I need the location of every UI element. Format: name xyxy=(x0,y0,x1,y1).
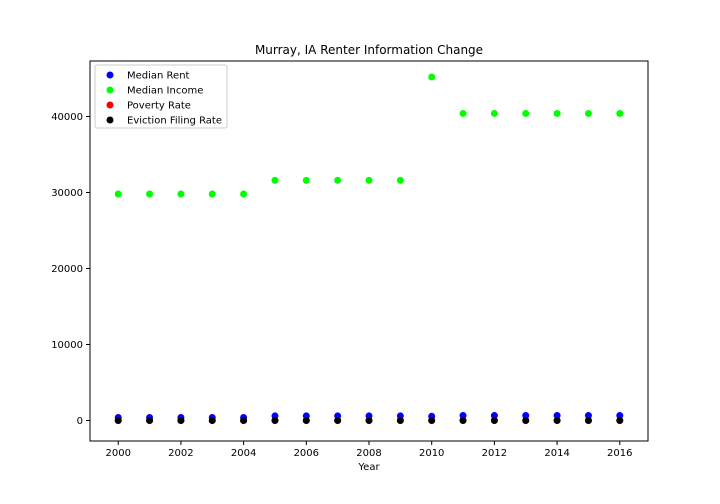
data-points xyxy=(114,73,624,424)
chart-title: Murray, IA Renter Information Change xyxy=(255,43,483,57)
data-point xyxy=(271,176,279,184)
data-point xyxy=(522,109,530,117)
legend: Median Rent Median Income Poverty Rate Evic… xyxy=(94,64,228,129)
data-point xyxy=(177,190,185,198)
data-point xyxy=(302,176,310,184)
legend-marker xyxy=(106,86,114,94)
data-point xyxy=(396,176,404,184)
data-point xyxy=(490,109,498,117)
data-point xyxy=(240,190,248,198)
data-point xyxy=(334,416,342,424)
data-point xyxy=(365,176,373,184)
data-point xyxy=(365,416,373,424)
data-point xyxy=(146,416,154,424)
data-point xyxy=(146,190,154,198)
x-tick-label: 2010 xyxy=(419,448,444,459)
data-point xyxy=(584,412,592,420)
series-1 xyxy=(114,73,624,198)
data-point xyxy=(616,109,624,117)
y-tick-label: 0 xyxy=(77,416,83,427)
data-point xyxy=(114,190,122,198)
legend-box xyxy=(94,64,228,129)
data-point xyxy=(302,416,310,424)
data-point xyxy=(522,416,530,424)
data-point xyxy=(271,416,279,424)
y-tick-label: 30000 xyxy=(51,188,83,199)
x-tick-label: 2004 xyxy=(231,448,256,459)
data-point xyxy=(114,416,122,424)
data-point xyxy=(459,109,467,117)
x-tick-label: 2014 xyxy=(544,448,569,459)
x-axis-label: Year xyxy=(357,462,380,473)
legend-label: Median Rent xyxy=(127,71,190,82)
data-point xyxy=(522,412,530,420)
y-tick-label: 10000 xyxy=(51,340,83,351)
data-point xyxy=(459,412,467,420)
y-tick-label: 40000 xyxy=(51,112,83,123)
data-point xyxy=(553,109,561,117)
data-point xyxy=(459,416,467,424)
x-tick-label: 2016 xyxy=(607,448,632,459)
data-point xyxy=(428,73,436,81)
data-point xyxy=(240,416,248,424)
data-point xyxy=(584,109,592,117)
data-point xyxy=(616,416,624,424)
y-tick-label: 20000 xyxy=(51,264,83,275)
y-axis-ticks: 0 10000 20000 30000 40000 xyxy=(51,112,90,427)
x-tick-label: 2000 xyxy=(105,448,130,459)
data-point xyxy=(616,412,624,420)
data-point xyxy=(428,416,436,424)
x-tick-label: 2002 xyxy=(168,448,193,459)
x-tick-label: 2008 xyxy=(356,448,381,459)
legend-marker xyxy=(106,71,114,79)
data-point xyxy=(208,416,216,424)
data-point xyxy=(553,416,561,424)
x-tick-label: 2006 xyxy=(294,448,319,459)
data-point xyxy=(553,412,561,420)
series-3 xyxy=(114,416,624,424)
legend-label: Median Income xyxy=(127,86,203,97)
data-point xyxy=(177,416,185,424)
x-tick-label: 2012 xyxy=(482,448,507,459)
legend-label: Poverty Rate xyxy=(127,101,191,112)
legend-marker xyxy=(106,116,114,124)
data-point xyxy=(490,412,498,420)
legend-label: Eviction Filing Rate xyxy=(127,116,222,127)
data-point xyxy=(584,416,592,424)
data-point xyxy=(490,416,498,424)
plot-frame xyxy=(89,60,649,442)
data-point xyxy=(208,190,216,198)
data-point xyxy=(396,416,404,424)
x-axis-ticks: 2000 2002 2004 2006 2008 2010 2012 2014 2016 xyxy=(105,441,633,459)
data-point xyxy=(334,176,342,184)
legend-marker xyxy=(106,101,114,109)
